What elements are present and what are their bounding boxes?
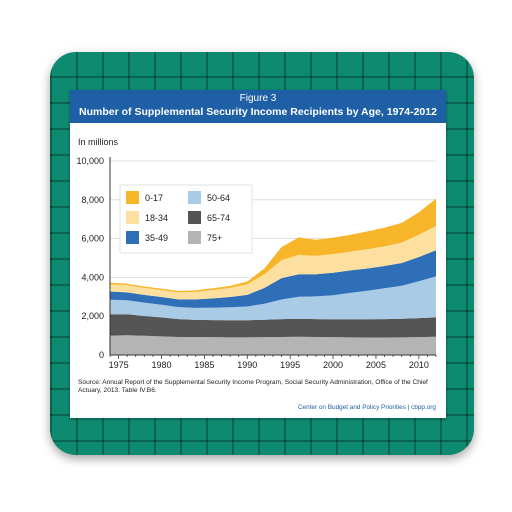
y-tick-label: 2,000 bbox=[81, 311, 104, 321]
credit-line: Center on Budget and Policy Priorities |… bbox=[297, 404, 436, 411]
area-series-75+ bbox=[110, 335, 436, 355]
x-tick-label: 1985 bbox=[194, 360, 214, 370]
area-series-65-74 bbox=[110, 314, 436, 338]
y-tick-label: 4,000 bbox=[81, 272, 104, 282]
stacked-area-chart: In millions 0 2,000 4,000 6,000 8,000 10,000 19… bbox=[76, 137, 437, 370]
area-series-35-49 bbox=[110, 250, 436, 308]
legend-swatch-50-64 bbox=[188, 191, 201, 204]
x-tick-label: 2000 bbox=[323, 360, 343, 370]
legend-label-35-49: 35-49 bbox=[145, 233, 168, 243]
source-note: Source: Annual Report of the Supplementa… bbox=[78, 379, 428, 395]
legend-label-65-74: 65-74 bbox=[207, 213, 230, 223]
legend-swatch-35-49 bbox=[126, 231, 139, 244]
y-axis-label: In millions bbox=[78, 137, 119, 147]
chart-card: Figure 3 Number of Supplemental Security… bbox=[70, 90, 446, 418]
y-tick-label: 10,000 bbox=[76, 156, 104, 166]
x-tick-label: 1995 bbox=[280, 360, 300, 370]
legend-label-0-17: 0-17 bbox=[145, 193, 163, 203]
x-tick-label: 1975 bbox=[109, 360, 129, 370]
y-tick-label: 0 bbox=[99, 350, 104, 360]
figure-label: Figure 3 bbox=[239, 93, 277, 104]
area-series-18-34 bbox=[110, 225, 436, 300]
x-tick-label: 2010 bbox=[409, 360, 429, 370]
area-series-0-17 bbox=[110, 198, 436, 293]
x-tick-label: 1980 bbox=[151, 360, 171, 370]
chart-title: Number of Supplemental Security Income R… bbox=[79, 106, 437, 118]
y-tick-label: 6,000 bbox=[81, 234, 104, 244]
legend-box bbox=[119, 184, 253, 254]
y-tick-label: 8,000 bbox=[81, 195, 104, 205]
legend-swatch-18-34 bbox=[126, 211, 139, 224]
legend-swatch-0-17 bbox=[126, 191, 139, 204]
legend-swatch-75+ bbox=[188, 231, 201, 244]
legend-swatch-65-74 bbox=[188, 211, 201, 224]
x-tick-label: 1990 bbox=[237, 360, 257, 370]
legend-label-18-34: 18-34 bbox=[145, 213, 168, 223]
legend-label-50-64: 50-64 bbox=[207, 193, 230, 203]
legend-label-75+: 75+ bbox=[207, 233, 222, 243]
area-series-50-64 bbox=[110, 276, 436, 321]
chart-header: Figure 3 Number of Supplemental Security… bbox=[70, 90, 446, 123]
x-tick-label: 2005 bbox=[366, 360, 386, 370]
